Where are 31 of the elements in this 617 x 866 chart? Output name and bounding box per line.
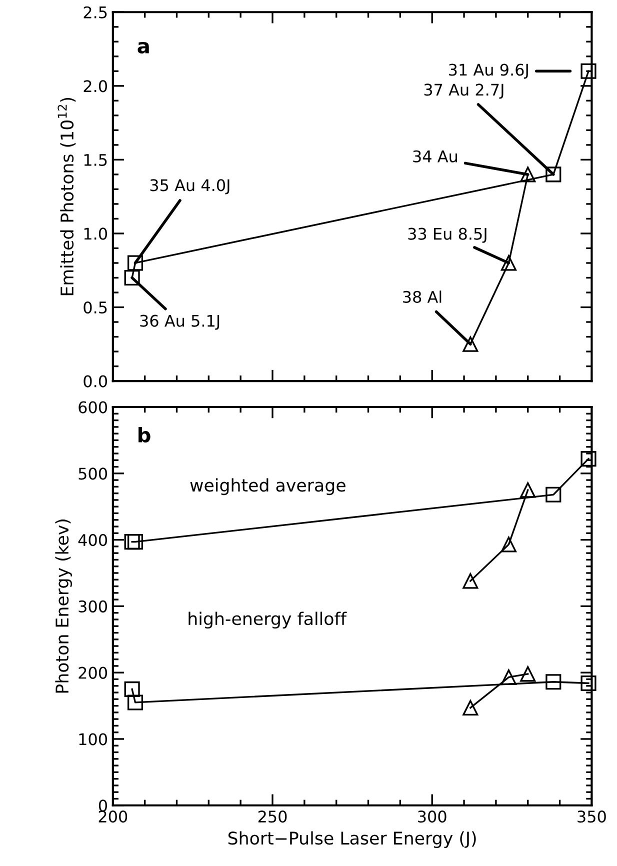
y-axis-title: Emitted Photons (10$^{12}$)	[58, 98, 76, 296]
x-tick-label: 300	[418, 810, 446, 823]
annotation: weighted average	[190, 478, 346, 496]
annotation: 31 Au 9.6J	[449, 64, 528, 79]
x-axis-title: Short−Pulse Laser Energy (J)	[228, 831, 476, 848]
y-tick-label: 2.0	[84, 80, 107, 92]
y-tick-label: 0	[98, 800, 107, 812]
y-tick-label: 400	[78, 534, 107, 546]
y-tick-label: 600	[78, 401, 107, 414]
annotation: 35 Au 4.0J	[150, 179, 230, 194]
annotation: b	[138, 426, 150, 443]
annotation: 34 Au	[413, 150, 457, 162]
annotation: 36 Au 5.1J	[140, 314, 220, 330]
annotation: 37 Au 2.7J	[424, 84, 504, 99]
annotation: 33 Eu 8.5J	[408, 228, 486, 243]
y-tick-label: 300	[78, 600, 107, 612]
annotation: 38 Al	[403, 290, 442, 303]
y-tick-label: 0.5	[84, 301, 107, 314]
x-tick-label: 200	[98, 810, 128, 823]
y-tick-label: 1.5	[84, 154, 107, 166]
y-tick-label: 500	[78, 468, 107, 480]
x-tick-label: 250	[258, 810, 287, 823]
y-tick-label: 0.0	[84, 375, 107, 388]
annotation: high-energy falloff	[188, 612, 347, 629]
y-tick-label: 2.5	[84, 6, 107, 18]
y-axis-title: Photon Energy (kev)	[55, 520, 72, 693]
y-tick-label: 200	[78, 666, 107, 679]
x-tick-label: 350	[578, 810, 606, 823]
annotation: a	[138, 42, 149, 54]
y-tick-label: 100	[79, 733, 107, 746]
y-tick-label: 1.0	[84, 228, 107, 240]
